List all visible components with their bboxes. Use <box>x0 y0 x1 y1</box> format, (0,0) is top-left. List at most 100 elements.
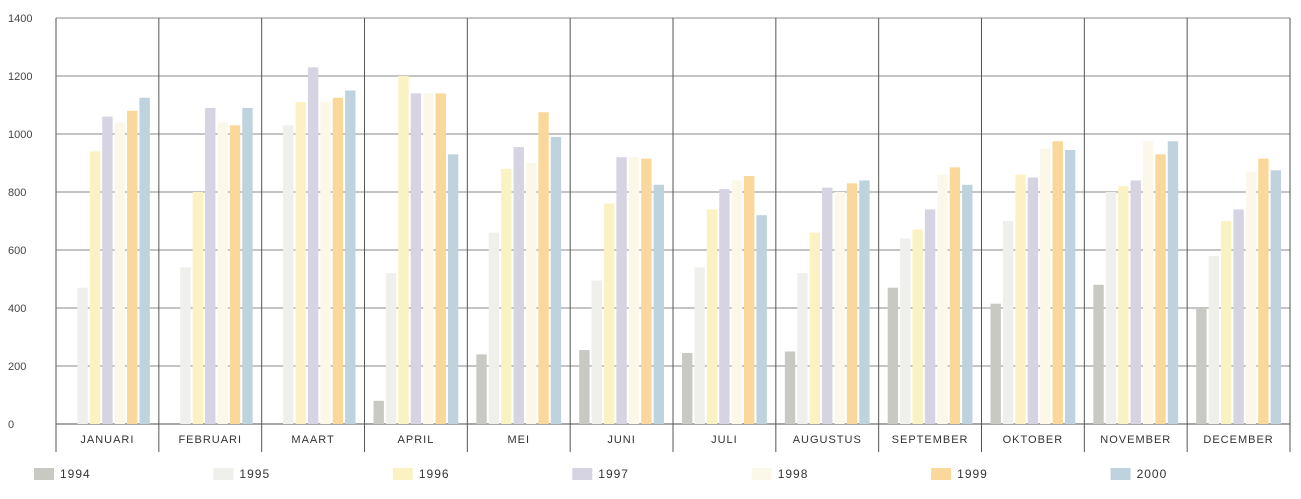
x-tick-label-februari: FEBRUARI <box>178 434 242 446</box>
legend-swatch-1995 <box>213 468 234 480</box>
x-tick-label-juni: JUNI <box>607 434 635 446</box>
bar-1995-december <box>1208 255 1219 424</box>
bar-2000-september <box>962 184 973 424</box>
bar-1994-november <box>1093 284 1104 424</box>
bar-1997-mei <box>513 147 524 425</box>
bar-1996-februari <box>192 192 204 424</box>
x-tick-label-januari: JANUARI <box>80 434 134 446</box>
bar-1995-juli <box>694 267 705 424</box>
bar-2000-november <box>1167 141 1179 424</box>
bar-1996-december <box>1220 221 1232 424</box>
bar-1996-april <box>398 76 409 424</box>
bar-1994-juli <box>682 352 693 424</box>
bar-2000-januari <box>139 97 150 424</box>
bar-1995-mei <box>488 232 500 424</box>
bar-1994-mei <box>476 354 487 424</box>
bar-1996-maart <box>295 102 306 424</box>
x-tick-label-juli: JULI <box>711 434 738 446</box>
x-tick-label-augustus: AUGUSTUS <box>793 434 862 446</box>
legend-label-1995: 1995 <box>239 467 270 481</box>
x-tick-label-oktober: OKTOBER <box>1003 434 1064 446</box>
bar-1995-augustus <box>797 273 808 424</box>
bar-1999-maart <box>332 97 344 424</box>
x-tick-label-november: NOVEMBER <box>1100 434 1171 446</box>
bar-1995-maart <box>283 125 294 425</box>
bar-1998-augustus <box>834 192 845 424</box>
bar-1994-december <box>1196 308 1207 424</box>
bar-1999-september <box>949 167 961 424</box>
bar-1994-oktober <box>990 303 1001 424</box>
bar-1994-augustus <box>784 351 796 424</box>
bar-2000-december <box>1270 170 1281 424</box>
bar-1998-juni <box>628 157 640 424</box>
x-tick-label-maart: MAART <box>291 434 334 446</box>
bar-1995-september <box>900 238 911 424</box>
legend-swatch-1999 <box>931 468 952 480</box>
bar-1998-maart <box>320 102 331 424</box>
bar-1996-januari <box>89 151 101 424</box>
bar-2000-juni <box>653 184 664 424</box>
legend-swatch-2000 <box>1110 468 1131 480</box>
bar-1994-juni <box>579 350 590 424</box>
y-tick-label: 1000 <box>8 129 32 141</box>
bar-2000-april <box>447 154 459 425</box>
bar-1997-juli <box>719 189 730 424</box>
bar-1998-juli <box>731 180 743 424</box>
legend-swatch-1998 <box>751 468 772 480</box>
bar-1995-juni <box>591 280 602 424</box>
bar-1999-mei <box>538 112 549 424</box>
bar-1995-april <box>385 273 397 424</box>
bars <box>77 67 1281 425</box>
bar-1994-april <box>373 400 384 424</box>
x-tick-label-september: SEPTEMBER <box>892 434 969 446</box>
legend: 1994 1995 1996 1997 1998 1999 2000 <box>34 467 1168 481</box>
bar-1997-augustus <box>822 187 833 424</box>
bar-1996-oktober <box>1015 174 1026 424</box>
bar-1996-mei <box>501 168 512 424</box>
legend-label-1997: 1997 <box>598 467 629 481</box>
bar-1997-januari <box>102 116 113 424</box>
y-tick-label: 1200 <box>8 71 32 83</box>
bar-1995-januari <box>77 287 88 424</box>
bar-1999-augustus <box>846 183 858 424</box>
bar-2000-mei <box>550 136 562 424</box>
legend-label-1999: 1999 <box>957 467 988 481</box>
bar-1996-november <box>1118 186 1129 424</box>
y-tick-label: 200 <box>8 361 26 373</box>
bar-1997-december <box>1233 209 1244 424</box>
bar-1995-februari <box>180 267 191 424</box>
legend-label-2000: 2000 <box>1137 467 1168 481</box>
x-tick-label-mei: MEI <box>507 434 530 446</box>
x-tick-label-april: APRIL <box>398 434 435 446</box>
legend-swatch-1997 <box>572 468 593 480</box>
y-tick-label: 1400 <box>8 13 32 25</box>
bar-1998-mei <box>525 163 537 424</box>
bar-1999-december <box>1258 158 1269 424</box>
bar-1996-augustus <box>809 232 821 424</box>
bar-2000-oktober <box>1064 149 1076 424</box>
bar-1999-juni <box>641 158 652 424</box>
bar-1996-juni <box>603 203 615 424</box>
y-tick-label: 0 <box>8 419 14 431</box>
bar-1997-april <box>410 93 422 425</box>
bar-1999-juli <box>744 176 755 424</box>
bar-1998-januari <box>114 122 126 425</box>
bar-1997-oktober <box>1027 177 1039 424</box>
grid <box>55 17 1291 452</box>
bar-1999-januari <box>127 110 138 425</box>
bar-1998-februari <box>217 122 228 425</box>
bar-1994-september <box>887 287 899 424</box>
legend-swatch-1996 <box>392 468 413 480</box>
bar-1998-oktober <box>1040 148 1051 424</box>
bar-1998-september <box>937 174 948 424</box>
bar-1996-juli <box>706 209 718 424</box>
bar-1999-februari <box>229 125 241 425</box>
bar-1998-april <box>423 93 434 425</box>
bar-1997-september <box>924 209 936 424</box>
bar-1997-maart <box>307 67 319 425</box>
y-tick-label: 800 <box>8 187 26 199</box>
legend-label-1994: 1994 <box>60 467 91 481</box>
legend-swatch-1994 <box>34 468 54 480</box>
bar-1995-november <box>1105 192 1117 424</box>
bar-1997-juni <box>616 157 627 424</box>
